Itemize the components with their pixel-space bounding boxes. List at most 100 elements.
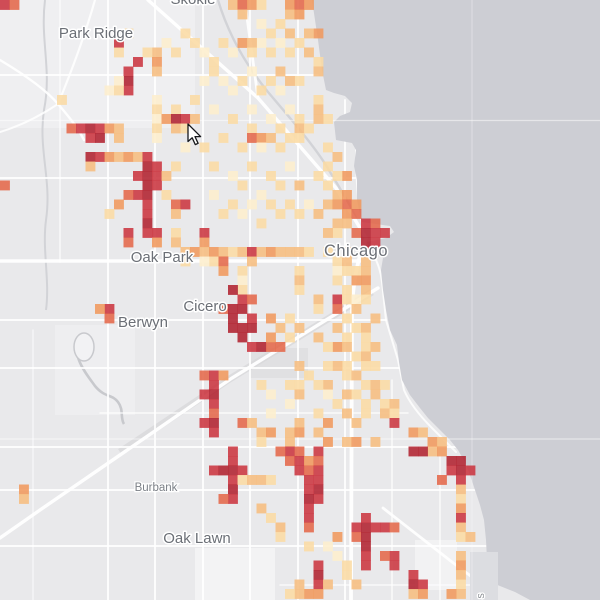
heat-cell bbox=[351, 437, 362, 447]
heat-cell bbox=[342, 313, 352, 324]
heat-cell bbox=[361, 513, 371, 523]
heat-cell bbox=[247, 123, 257, 134]
heat-cell bbox=[142, 47, 153, 58]
heat-cell bbox=[180, 199, 191, 210]
heat-cell bbox=[332, 256, 343, 267]
label-skokie: Skokie bbox=[170, 0, 215, 8]
heat-cell bbox=[237, 0, 248, 10]
heat-cell bbox=[313, 408, 324, 419]
heat-cell bbox=[114, 133, 124, 143]
heat-cell bbox=[294, 209, 305, 219]
heat-cell bbox=[275, 85, 286, 96]
heat-cell bbox=[275, 247, 286, 257]
heat-cell bbox=[152, 57, 162, 67]
heat-cell bbox=[285, 589, 295, 599]
heat-cell bbox=[114, 47, 124, 58]
heat-cell bbox=[361, 541, 371, 552]
heat-cell bbox=[228, 446, 238, 457]
heat-cell bbox=[266, 408, 276, 419]
heat-cell bbox=[152, 123, 162, 134]
heat-cell bbox=[142, 209, 153, 219]
heat-cell bbox=[256, 427, 267, 438]
heat-cell bbox=[275, 323, 286, 333]
heat-cell bbox=[237, 247, 248, 257]
heat-cell bbox=[285, 380, 295, 390]
heat-cell bbox=[180, 123, 191, 134]
heat-cell bbox=[85, 161, 96, 172]
heat-cell bbox=[456, 503, 466, 514]
heat-cell bbox=[228, 465, 238, 476]
heat-cell bbox=[361, 294, 371, 305]
heat-cell bbox=[266, 389, 276, 400]
heat-cell bbox=[361, 380, 371, 390]
heat-cell bbox=[332, 399, 343, 409]
heat-cell bbox=[294, 446, 305, 457]
heat-cell bbox=[408, 589, 419, 599]
heat-cell bbox=[304, 513, 314, 523]
heat-cell bbox=[256, 190, 267, 200]
heat-cell bbox=[323, 418, 333, 428]
heat-cell bbox=[237, 418, 248, 428]
heat-cell bbox=[247, 133, 257, 143]
heat-cell bbox=[342, 256, 352, 267]
heat-cell bbox=[351, 351, 362, 362]
heat-cell bbox=[266, 332, 276, 343]
heat-cell bbox=[171, 47, 181, 58]
heat-cell bbox=[247, 104, 257, 115]
heat-cell bbox=[294, 0, 305, 10]
heat-cell bbox=[456, 494, 466, 504]
heat-cell bbox=[408, 579, 419, 590]
heat-cell bbox=[190, 247, 200, 257]
heat-cell bbox=[152, 114, 162, 124]
heat-cell bbox=[342, 285, 352, 295]
heat-cell bbox=[152, 171, 162, 181]
heat-cell bbox=[218, 256, 229, 267]
heat-cell bbox=[256, 85, 267, 96]
heat-cell bbox=[351, 532, 362, 542]
heat-cell bbox=[237, 475, 248, 485]
heat-cell bbox=[313, 66, 324, 77]
heat-cell bbox=[199, 256, 210, 267]
heat-cell bbox=[313, 579, 324, 590]
heat-cell bbox=[294, 123, 305, 134]
heat-cell bbox=[294, 456, 305, 466]
heat-cell bbox=[161, 114, 172, 124]
heat-cell bbox=[247, 47, 257, 58]
heat-cell bbox=[294, 380, 305, 390]
heat-cell bbox=[361, 332, 371, 343]
heat-cell bbox=[57, 95, 67, 105]
heat-cell bbox=[380, 522, 390, 533]
heat-cell bbox=[361, 275, 371, 286]
heat-cell bbox=[171, 209, 181, 219]
heat-cell bbox=[389, 551, 400, 561]
heat-cell bbox=[313, 494, 324, 504]
heat-cell bbox=[370, 228, 381, 238]
heat-cell bbox=[456, 513, 466, 523]
heat-cell bbox=[142, 161, 153, 172]
heat-cell bbox=[133, 171, 143, 181]
heat-cell bbox=[237, 332, 248, 343]
heat-cell bbox=[133, 57, 143, 67]
heat-cell bbox=[237, 142, 248, 153]
heat-cell bbox=[209, 190, 219, 200]
heat-cell bbox=[247, 247, 257, 257]
heat-cell bbox=[218, 76, 229, 86]
heat-cell bbox=[209, 399, 219, 409]
heat-cell bbox=[275, 209, 286, 219]
heat-cell bbox=[123, 237, 134, 248]
heat-cell bbox=[199, 370, 210, 381]
heat-cell bbox=[85, 133, 96, 143]
heat-cell bbox=[266, 313, 276, 324]
heat-cell bbox=[171, 104, 181, 115]
heat-cell bbox=[256, 247, 267, 257]
heat-cell bbox=[285, 104, 295, 115]
heat-cell bbox=[19, 484, 29, 495]
heat-cell bbox=[332, 304, 343, 314]
heat-cell bbox=[313, 114, 324, 124]
heat-cell bbox=[446, 456, 457, 466]
heat-cell bbox=[237, 38, 248, 48]
heat-cell bbox=[228, 456, 238, 466]
heat-cell bbox=[247, 418, 257, 428]
